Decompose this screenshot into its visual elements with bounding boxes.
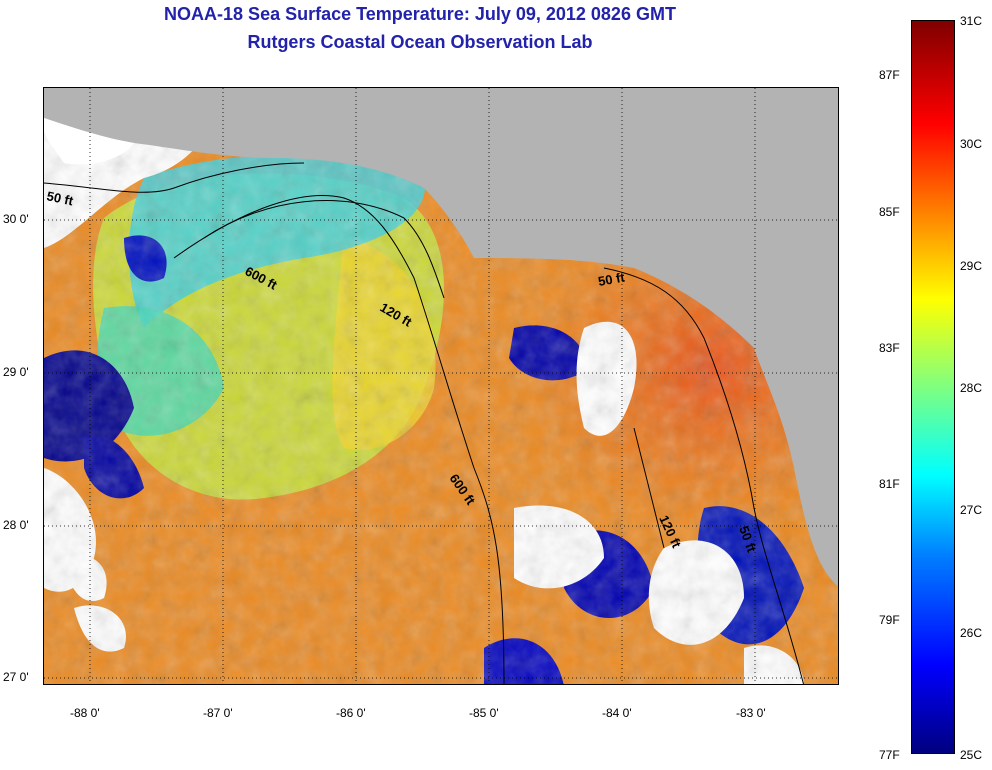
contour-50ft-east bbox=[603, 267, 804, 684]
map-subtitle: Rutgers Coastal Ocean Observation Lab bbox=[247, 32, 593, 52]
colorbar-fahrenheit-label: 87F bbox=[879, 68, 900, 82]
contour-600ft-north bbox=[173, 195, 505, 684]
colorbar-fahrenheit-label: 77F bbox=[879, 748, 900, 762]
x-tick-label: -85 0' bbox=[469, 706, 499, 720]
x-tick-label: -88 0' bbox=[70, 706, 100, 720]
colorbar-celsius-label: 31C bbox=[960, 14, 983, 28]
temperature-colorbar bbox=[911, 20, 955, 754]
x-tick-label: -83 0' bbox=[736, 706, 766, 720]
contour-50ft-west bbox=[44, 162, 305, 193]
contour-label-50ft-east: 50 ft bbox=[597, 269, 627, 289]
y-tick-label: 30 0' bbox=[3, 212, 29, 226]
land-nodata-west bbox=[44, 118, 134, 165]
y-tick-label: 29 0' bbox=[3, 365, 29, 379]
colorbar-celsius-label: 26C bbox=[960, 626, 983, 640]
colorbar-fahrenheit-label: 81F bbox=[879, 477, 900, 491]
colorbar-fahrenheit-label: 83F bbox=[879, 341, 900, 355]
x-tick-label: -86 0' bbox=[336, 706, 366, 720]
contour-120ft bbox=[203, 200, 445, 299]
contour-120ft-south bbox=[633, 427, 665, 549]
sst-map: 50 ft 600 ft 120 ft 50 ft 600 ft 120 ft … bbox=[43, 87, 839, 685]
colorbar-celsius-label: 27C bbox=[960, 503, 983, 517]
colorbar-celsius-label: 25C bbox=[960, 748, 983, 762]
land-north bbox=[44, 88, 838, 587]
y-tick-label: 27 0' bbox=[3, 670, 29, 684]
colorbar-fahrenheit-label: 85F bbox=[879, 205, 900, 219]
x-tick-label: -87 0' bbox=[203, 706, 233, 720]
colorbar-fahrenheit-label: 79F bbox=[879, 613, 900, 627]
x-tick-label: -84 0' bbox=[602, 706, 632, 720]
map-title: NOAA-18 Sea Surface Temperature: July 09… bbox=[164, 4, 676, 24]
colorbar-celsius-label: 30C bbox=[960, 137, 983, 151]
graticule bbox=[44, 88, 838, 684]
y-tick-label: 28 0' bbox=[3, 518, 29, 532]
colorbar-celsius-label: 29C bbox=[960, 259, 983, 273]
contour-label-50ft-west: 50 ft bbox=[45, 188, 75, 208]
colorbar-celsius-label: 28C bbox=[960, 381, 983, 395]
